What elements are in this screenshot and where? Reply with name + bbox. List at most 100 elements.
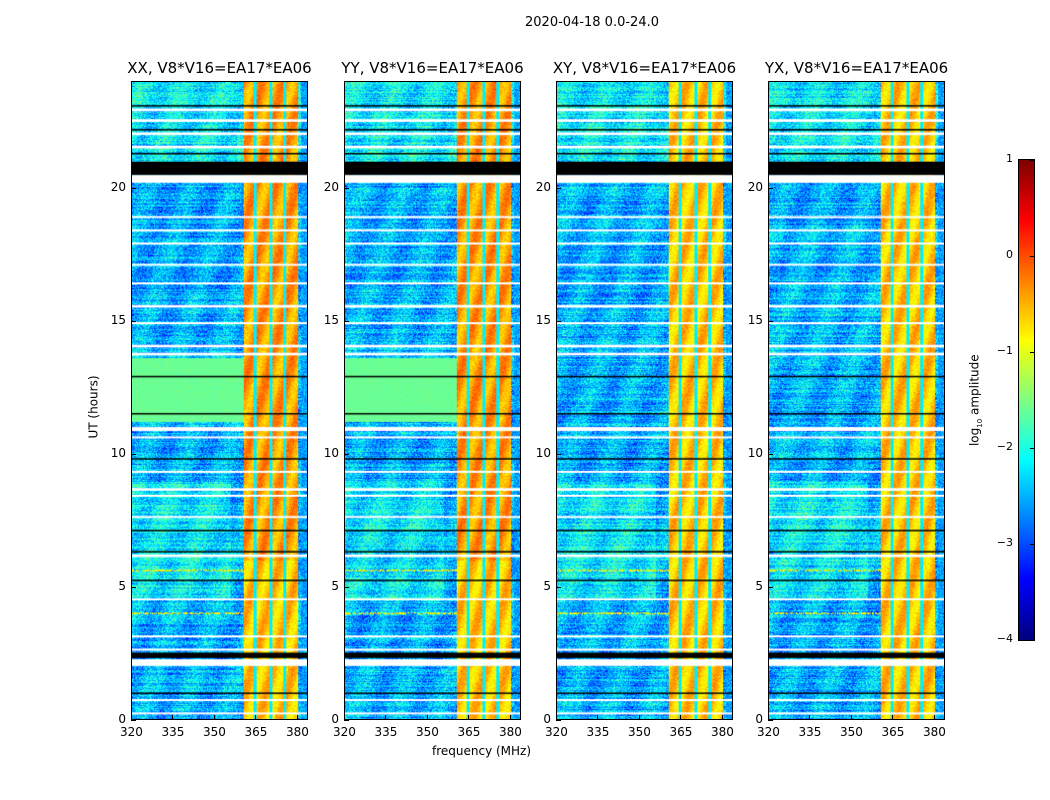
panel-title: XY, V8*V16=EA17*EA06 <box>552 59 737 77</box>
x-tick-label: 350 <box>839 725 863 739</box>
y-tick-mark <box>131 187 136 189</box>
y-tick-label: 15 <box>747 312 763 327</box>
x-tick-mark <box>768 715 769 720</box>
heatmap-panel-xy <box>556 81 733 720</box>
x-tick-label: 365 <box>244 725 268 739</box>
x-tick-label: 365 <box>669 725 693 739</box>
y-tick-label: 5 <box>755 578 763 593</box>
x-tick-label: 365 <box>457 725 481 739</box>
y-tick-label: 0 <box>331 712 339 726</box>
y-tick-mark <box>344 453 349 455</box>
y-tick-mark <box>344 586 349 588</box>
x-tick-label: 365 <box>881 725 905 739</box>
y-axis-label: UT (hours) <box>86 375 101 439</box>
x-tick-mark <box>426 715 428 720</box>
panel-title: YX, V8*V16=EA17*EA06 <box>764 59 949 77</box>
colorbar-tick-label: −4 <box>996 632 1013 645</box>
y-tick-mark <box>131 586 136 588</box>
colorbar-tick-label: 0 <box>1006 248 1013 261</box>
colorbar-tick-label: 1 <box>1006 152 1013 165</box>
y-tick-label: 5 <box>118 578 126 593</box>
y-tick-mark <box>556 586 561 588</box>
y-tick-label: 20 <box>323 179 339 194</box>
figure-title: 2020-04-18 0.0-24.0 <box>525 15 659 30</box>
x-tick-label: 350 <box>202 725 226 739</box>
colorbar-tick-label: −3 <box>996 536 1013 549</box>
y-tick-mark <box>344 187 349 189</box>
colorbar-tick-mark <box>1030 640 1035 641</box>
y-tick-label: 0 <box>755 712 763 726</box>
y-tick-label: 5 <box>543 578 551 593</box>
x-tick-mark <box>680 715 682 720</box>
x-tick-label: 350 <box>415 725 439 739</box>
colorbar-tick-mark <box>1030 256 1035 257</box>
colorbar-tick-label: −2 <box>996 440 1013 453</box>
x-axis-label: frequency (MHz) <box>432 744 532 758</box>
y-tick-label: 10 <box>323 445 339 460</box>
y-tick-label: 20 <box>110 179 126 194</box>
panel-title: YY, V8*V16=EA17*EA06 <box>341 59 524 77</box>
x-tick-label: 320 <box>757 725 780 739</box>
x-tick-label: 380 <box>285 725 309 739</box>
x-tick-label: 380 <box>498 725 522 739</box>
y-tick-mark <box>131 453 136 455</box>
colorbar-label: log10 amplitude <box>967 354 985 447</box>
x-tick-label: 320 <box>120 725 143 739</box>
x-tick-label: 380 <box>922 725 946 739</box>
heatmap-panel-xx <box>131 81 308 720</box>
y-tick-mark <box>556 320 561 322</box>
y-tick-mark <box>768 586 773 588</box>
x-tick-label: 380 <box>710 725 734 739</box>
x-tick-label: 335 <box>586 725 610 739</box>
y-tick-mark <box>768 187 773 189</box>
y-tick-mark <box>131 320 136 322</box>
y-tick-mark <box>344 320 349 322</box>
x-tick-mark <box>172 715 174 720</box>
y-tick-mark <box>556 453 561 455</box>
x-tick-label: 320 <box>545 725 568 739</box>
x-tick-mark <box>468 715 470 720</box>
y-tick-label: 0 <box>118 712 126 726</box>
x-tick-label: 350 <box>627 725 651 739</box>
y-tick-mark <box>768 453 773 455</box>
panel-title: XX, V8*V16=EA17*EA06 <box>127 59 312 77</box>
y-tick-label: 15 <box>323 312 339 327</box>
x-tick-mark <box>296 715 298 720</box>
y-tick-label: 0 <box>543 712 551 726</box>
y-tick-mark <box>768 720 773 721</box>
colorbar-tick-mark <box>1030 544 1035 545</box>
y-tick-label: 15 <box>535 312 551 327</box>
y-tick-label: 5 <box>331 578 339 593</box>
y-tick-label: 20 <box>535 179 551 194</box>
y-tick-label: 15 <box>110 312 126 327</box>
heatmap-panel-yx <box>768 81 945 720</box>
colorbar-tick-label: −1 <box>996 344 1013 357</box>
x-tick-mark <box>255 715 257 720</box>
x-tick-label: 320 <box>333 725 356 739</box>
x-tick-label: 335 <box>161 725 185 739</box>
colorbar-tick-mark <box>1030 448 1035 449</box>
y-tick-label: 10 <box>110 445 126 460</box>
y-tick-mark <box>556 720 561 721</box>
y-tick-mark <box>768 320 773 322</box>
x-tick-mark <box>850 715 852 720</box>
x-tick-mark <box>385 715 387 720</box>
x-tick-label: 335 <box>374 725 398 739</box>
y-tick-mark <box>344 720 349 721</box>
x-tick-mark <box>638 715 640 720</box>
x-tick-mark <box>892 715 894 720</box>
x-tick-mark <box>213 715 215 720</box>
x-tick-mark <box>509 715 511 720</box>
x-tick-label: 335 <box>798 725 822 739</box>
colorbar-tick-mark <box>1030 352 1035 353</box>
x-tick-mark <box>809 715 811 720</box>
colorbar-tick-mark <box>1030 160 1035 161</box>
y-tick-label: 20 <box>747 179 763 194</box>
colorbar <box>1018 159 1035 641</box>
x-tick-mark <box>933 715 935 720</box>
x-tick-mark <box>344 715 345 720</box>
y-tick-mark <box>556 187 561 189</box>
y-tick-mark <box>131 720 136 721</box>
x-tick-mark <box>597 715 599 720</box>
